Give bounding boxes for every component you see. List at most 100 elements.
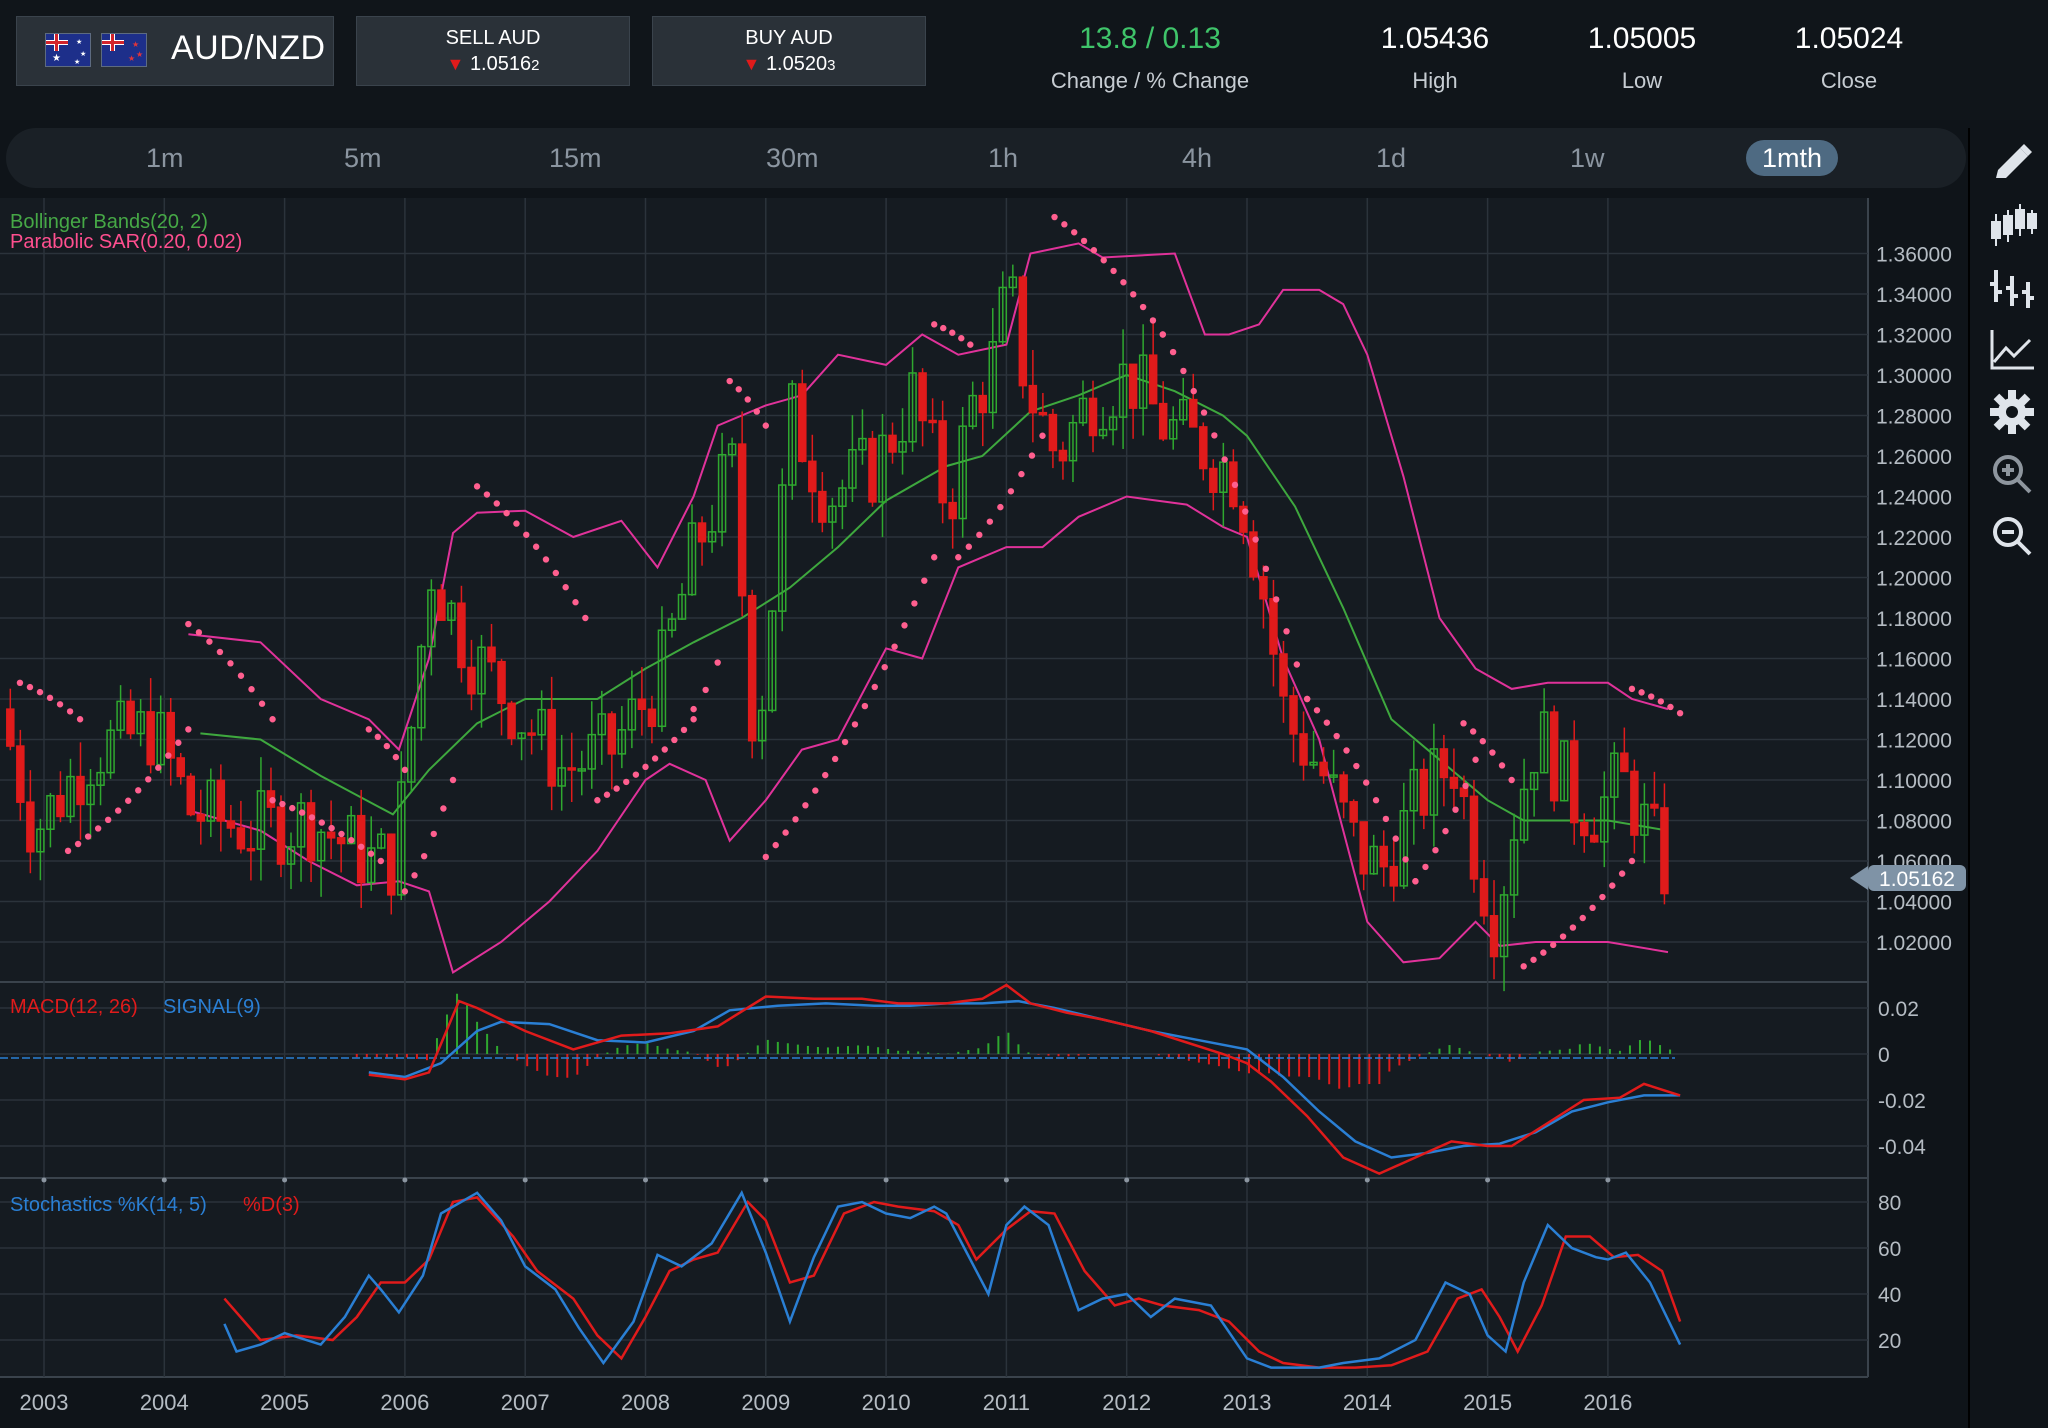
- timeframe-1d[interactable]: 1d: [1376, 143, 1407, 173]
- sar-dot: [377, 857, 385, 865]
- sar-dot: [782, 829, 789, 836]
- y-tick-label: 1.28000: [1876, 406, 1952, 429]
- sar-dot: [582, 614, 589, 622]
- sar-dot: [1110, 267, 1117, 275]
- y-tick-label: 1.34000: [1876, 284, 1952, 307]
- candlestick-icon[interactable]: [1986, 200, 2038, 252]
- candle-body: [407, 726, 416, 783]
- sar-dot: [94, 825, 102, 832]
- candle-body: [998, 286, 1008, 343]
- bollinger-legend: Bollinger Bands(20, 2): [10, 211, 208, 233]
- candle-body: [417, 645, 426, 729]
- sar-dot: [1343, 747, 1350, 754]
- sar-dot: [195, 629, 203, 636]
- candle-body: [788, 383, 797, 486]
- candle-body: [677, 593, 687, 620]
- zoom-out-icon[interactable]: [1986, 510, 2038, 562]
- zoom-in-icon[interactable]: [1986, 448, 2038, 500]
- candle-body: [1449, 776, 1459, 789]
- sar-dot: [1039, 432, 1046, 439]
- timeframe-4h[interactable]: 4h: [1182, 143, 1213, 173]
- sar-dot: [965, 543, 973, 550]
- candle-body: [457, 602, 466, 669]
- sar-dot: [114, 807, 122, 814]
- signal-legend: SIGNAL(9): [163, 996, 261, 1018]
- candle-body: [777, 484, 787, 612]
- sar-dot: [690, 705, 697, 713]
- sar-dot: [1638, 689, 1645, 696]
- candle-body: [56, 794, 65, 818]
- sar-dot: [328, 824, 335, 832]
- sar-dot: [185, 620, 192, 628]
- sar-dot: [822, 771, 829, 779]
- sar-dot: [1169, 348, 1177, 356]
- sar-dot: [473, 483, 481, 490]
- line-chart-icon[interactable]: [1986, 324, 2038, 376]
- sar-dot: [1412, 878, 1419, 885]
- stoch-tick-label: 80: [1878, 1192, 1901, 1215]
- current-price-label: 1.05162: [1879, 868, 1955, 891]
- candle-body: [627, 698, 637, 731]
- bollinger-upper-line: [188, 242, 1669, 752]
- gear-icon[interactable]: [1986, 386, 2038, 438]
- sell-button[interactable]: SELL AUD ▼ 1.05162: [356, 16, 630, 86]
- candle-body: [1118, 363, 1128, 418]
- sar-dot: [365, 726, 373, 733]
- candle-body: [106, 729, 115, 774]
- timeframe-5m[interactable]: 5m: [344, 143, 382, 173]
- candle-body: [1088, 397, 1098, 437]
- sar-dot: [671, 736, 678, 744]
- sar-dot: [411, 872, 418, 879]
- candle-body: [326, 831, 336, 839]
- sar-dot: [165, 752, 172, 759]
- candle-body: [467, 666, 476, 695]
- sell-price: ▼ 1.05162: [446, 53, 540, 75]
- candle-body: [878, 434, 887, 503]
- timeframe-30m[interactable]: 30m: [766, 143, 819, 173]
- candle-body: [1058, 449, 1068, 462]
- timeframe-1m[interactable]: 1m: [146, 143, 184, 173]
- candle-body: [888, 434, 897, 453]
- candle-body: [336, 837, 346, 845]
- sar-dot: [1462, 782, 1469, 790]
- timeframe-1h[interactable]: 1h: [988, 143, 1019, 173]
- sar-dot: [1489, 749, 1496, 756]
- sar-dot: [802, 802, 809, 809]
- buy-button[interactable]: BUY AUD ▼ 1.05203: [652, 16, 926, 86]
- separator-dot: [522, 1177, 528, 1183]
- currency-pair-selector[interactable]: ★ ★ ★ ★ ★ ★ ★ AUD/NZD: [16, 16, 334, 86]
- sar-dot: [269, 797, 276, 804]
- candle-body: [1379, 845, 1388, 868]
- candle-body: [66, 775, 75, 818]
- macd-tick-label: 0.02: [1878, 998, 1919, 1021]
- candle-body: [818, 490, 827, 523]
- separator-dot: [402, 1177, 408, 1183]
- candle-body: [1299, 733, 1308, 766]
- candle-body: [978, 394, 987, 414]
- candle-body: [697, 522, 707, 543]
- sar-dot: [1372, 797, 1380, 804]
- separator-dot: [763, 1177, 769, 1183]
- candle-body: [848, 448, 857, 489]
- timeframe-15m[interactable]: 15m: [549, 143, 602, 173]
- candle-body: [427, 589, 436, 648]
- sar-dot: [955, 554, 962, 561]
- candle-body: [1539, 711, 1549, 774]
- timeframe-1mth[interactable]: 1mth: [1746, 140, 1839, 176]
- candle-body: [918, 372, 927, 422]
- x-tick-label: 2007: [501, 1390, 550, 1415]
- sar-dot: [613, 785, 620, 792]
- sar-dot: [1498, 762, 1506, 769]
- candle-body: [1309, 761, 1318, 766]
- timeframe-1w[interactable]: 1w: [1570, 143, 1605, 173]
- candle-body: [537, 708, 546, 736]
- bar-chart-icon[interactable]: [1986, 262, 2038, 314]
- candle-body: [547, 708, 556, 787]
- sar-dot: [812, 787, 819, 794]
- pencil-icon[interactable]: [1986, 138, 2038, 190]
- sar-dot: [1007, 488, 1015, 495]
- sar-dot: [931, 554, 938, 561]
- candle-body: [1239, 505, 1248, 533]
- sar-dot: [986, 518, 994, 525]
